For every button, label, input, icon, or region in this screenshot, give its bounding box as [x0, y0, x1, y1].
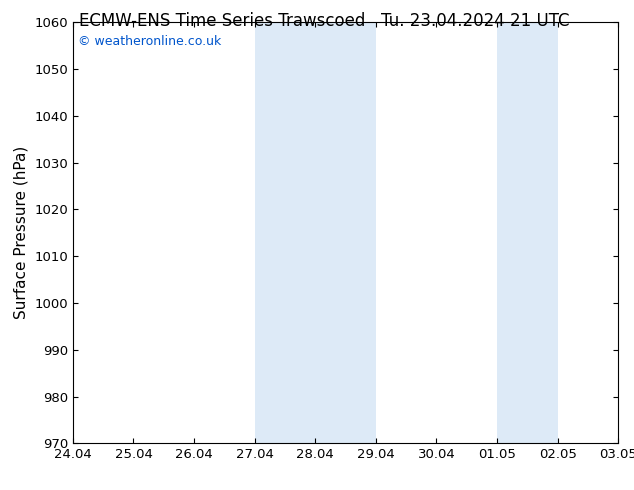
- Y-axis label: Surface Pressure (hPa): Surface Pressure (hPa): [14, 146, 29, 319]
- Text: © weatheronline.co.uk: © weatheronline.co.uk: [79, 35, 222, 48]
- Bar: [497, 22, 557, 443]
- Text: Tu. 23.04.2024 21 UTC: Tu. 23.04.2024 21 UTC: [381, 12, 570, 30]
- Bar: [255, 22, 376, 443]
- Text: ECMW-ENS Time Series Trawscoed: ECMW-ENS Time Series Trawscoed: [79, 12, 365, 30]
